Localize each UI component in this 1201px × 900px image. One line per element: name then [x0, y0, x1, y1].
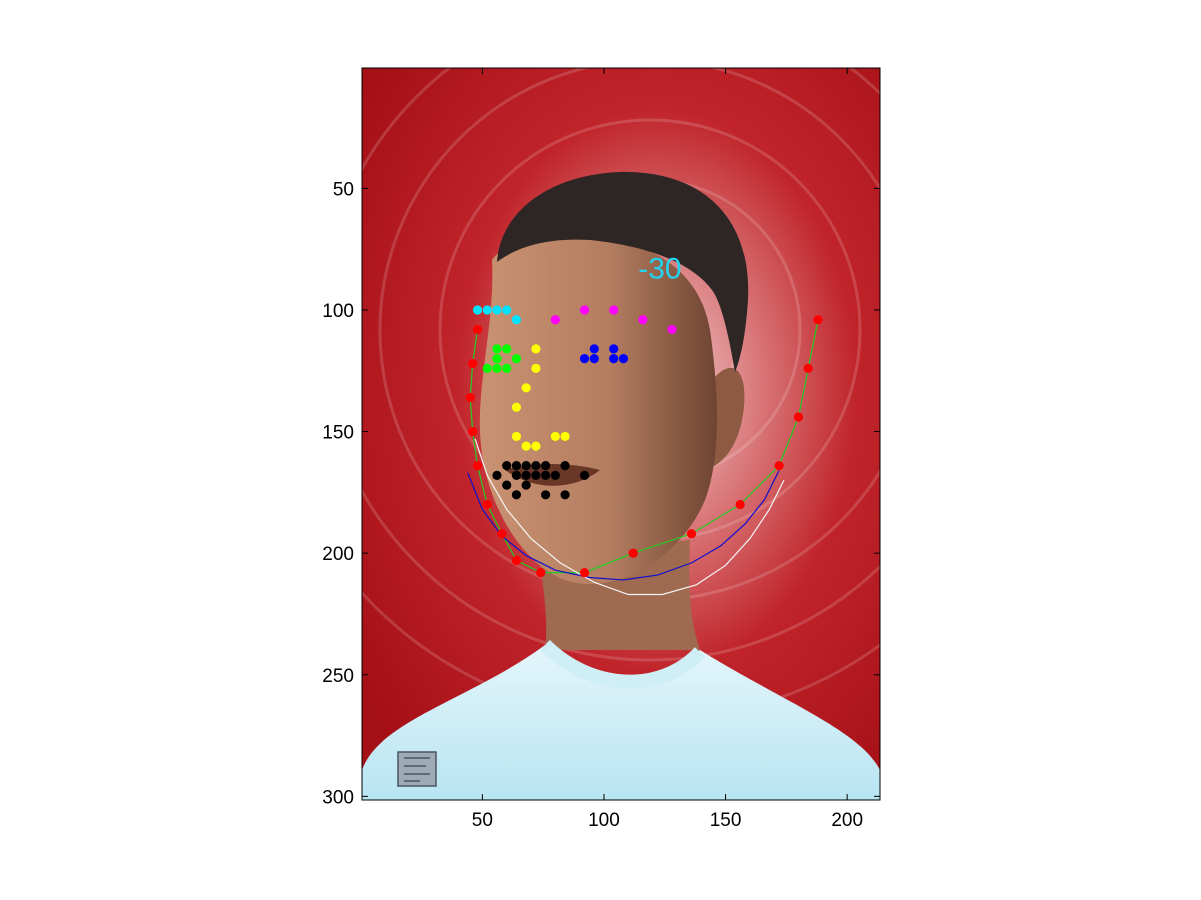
axis-ticks: 50 100 150 200 50 100 150 200 250 300 — [322, 68, 880, 831]
landmark-point — [579, 305, 590, 315]
overlay-line-2 — [474, 438, 785, 596]
landmark-point — [521, 470, 531, 480]
landmark-point — [502, 344, 512, 354]
landmark-point — [531, 470, 541, 480]
landmark-point — [482, 305, 492, 315]
y-tick-label: 50 — [333, 179, 354, 200]
landmark-point — [511, 555, 522, 566]
landmark-point — [541, 470, 551, 480]
landmark-point — [550, 315, 560, 325]
landmark-point — [521, 383, 531, 393]
landmark-point — [609, 344, 619, 354]
landmark-point — [521, 461, 531, 471]
y-tick-label: 250 — [322, 666, 354, 687]
landmark-point — [579, 354, 590, 364]
landmark-point — [468, 426, 478, 437]
landmark-point — [609, 305, 619, 315]
signature-stamp — [397, 751, 437, 787]
y-tick-label: 200 — [322, 544, 354, 565]
landmark-point — [497, 529, 507, 539]
landmark-points — [465, 305, 823, 578]
landmark-point — [468, 358, 478, 369]
landmark-point — [511, 315, 522, 325]
landmark-point — [502, 363, 512, 373]
landmark-point — [492, 363, 502, 373]
landmark-point — [511, 431, 522, 442]
landmark-point — [521, 480, 531, 490]
landmark-point — [531, 461, 541, 471]
landmark-point — [492, 354, 502, 364]
landmark-point — [492, 344, 502, 354]
landmark-point — [628, 548, 638, 558]
x-tick-label: 200 — [831, 810, 863, 831]
x-tick-label: 50 — [472, 810, 493, 831]
landmark-point — [531, 344, 541, 354]
landmark-point — [560, 431, 570, 442]
landmark-point — [813, 315, 823, 325]
landmark-point — [638, 315, 648, 325]
pose-angle-label: -30 — [638, 252, 681, 285]
landmark-point — [465, 392, 475, 403]
landmark-point — [511, 354, 522, 364]
landmark-point — [589, 354, 599, 364]
y-tick-label: 150 — [322, 423, 354, 444]
landmark-point — [482, 363, 492, 373]
portrait-image — [362, 68, 880, 800]
y-tick-label: 300 — [322, 787, 354, 808]
landmark-point — [472, 461, 483, 471]
landmark-point — [482, 499, 492, 510]
landmark-point — [793, 412, 804, 422]
landmark-point — [492, 305, 502, 315]
landmark-point — [667, 324, 677, 335]
landmark-point — [541, 490, 551, 500]
landmark-point — [803, 363, 813, 373]
x-tick-label: 150 — [710, 810, 742, 831]
landmark-point — [472, 305, 483, 315]
x-tick-label: 100 — [588, 810, 620, 831]
landmark-point — [502, 480, 512, 490]
landmark-point — [536, 568, 546, 578]
landmark-point — [521, 441, 531, 451]
landmark-point — [550, 431, 560, 442]
sweater-collar — [540, 639, 706, 689]
landmark-point — [492, 470, 502, 480]
axes-frame — [361, 67, 881, 801]
landmark-point — [579, 568, 590, 578]
landmark-point — [774, 461, 784, 471]
landmark-point — [502, 461, 512, 471]
landmark-point — [511, 470, 522, 480]
landmark-point — [609, 354, 619, 364]
hair — [497, 171, 749, 372]
face — [479, 237, 717, 585]
sweater — [362, 645, 880, 800]
landmark-point — [560, 490, 570, 500]
landmark-point — [472, 324, 483, 335]
landmark-point — [511, 461, 522, 471]
y-tick-label: 100 — [322, 301, 354, 322]
landmark-point — [531, 441, 541, 451]
landmark-point — [735, 499, 745, 510]
landmark-point — [511, 402, 522, 412]
landmark-point — [686, 529, 697, 539]
landmark-point — [618, 354, 629, 364]
landmark-point — [589, 344, 599, 354]
landmark-point — [560, 461, 570, 471]
landmark-point — [511, 490, 522, 500]
landmark-point — [579, 470, 590, 480]
landmark-point — [531, 363, 541, 373]
landmark-point — [502, 305, 512, 315]
landmark-point — [541, 461, 551, 471]
landmark-point — [550, 470, 560, 480]
